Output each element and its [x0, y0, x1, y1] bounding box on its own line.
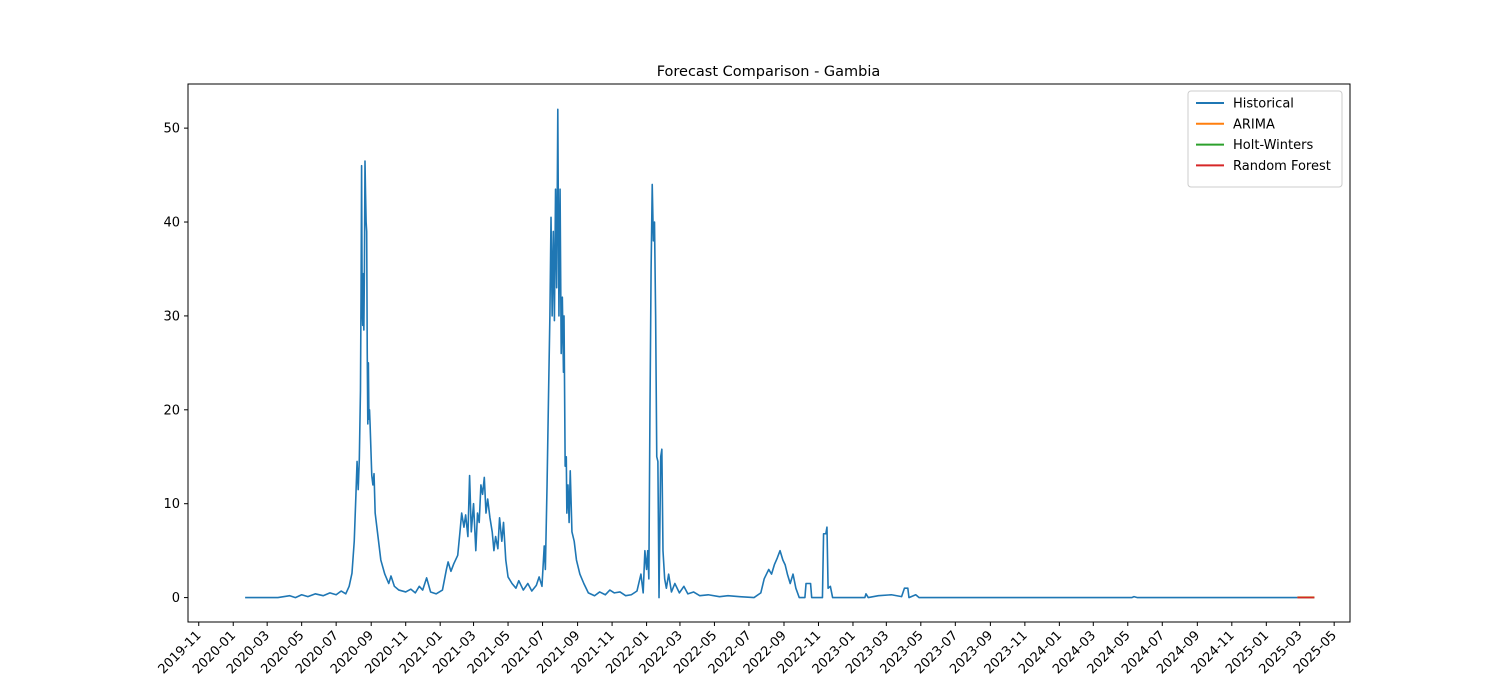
y-tick-label: 10 — [163, 497, 180, 512]
plot-frame — [187, 83, 1351, 623]
y-tick-label: 20 — [163, 403, 180, 418]
y-tick-label: 50 — [163, 122, 180, 137]
y-axis: 0 10 20 30 40 50 — [163, 122, 188, 606]
series-layer — [245, 108, 1315, 599]
x-axis: 2019-112020-012020-032020-052020-072020-… — [156, 622, 1340, 677]
legend-label-random-forest: Random Forest — [1233, 159, 1331, 174]
y-tick-label: 30 — [163, 309, 180, 324]
legend: Historical ARIMA Holt-Winters Random Forest — [1187, 90, 1343, 188]
legend-label-holt-winters: Holt-Winters — [1233, 138, 1313, 153]
chart-title: Forecast Comparison - Gambia — [657, 64, 881, 80]
legend-box — [1187, 90, 1343, 188]
series-line-historical — [245, 108, 1298, 599]
legend-label-arima: ARIMA — [1233, 117, 1275, 132]
y-tick-label: 0 — [172, 591, 180, 606]
y-tick-label: 40 — [163, 216, 180, 231]
legend-label-historical: Historical — [1233, 97, 1294, 112]
